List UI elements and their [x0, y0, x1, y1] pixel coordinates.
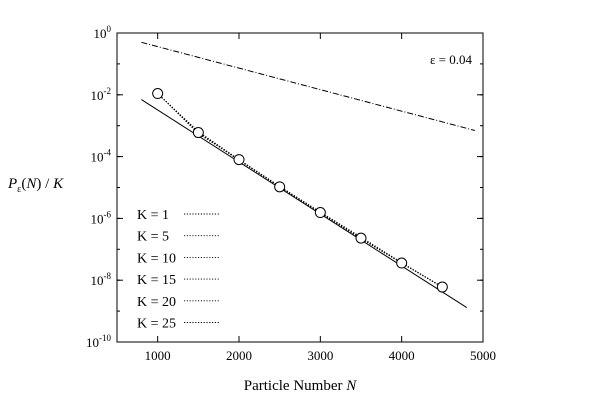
- legend-label: K = 10: [137, 251, 176, 266]
- x-axis-label: Particle Number N: [244, 378, 357, 394]
- y-tick-label: 100: [94, 24, 112, 41]
- data-point: [233, 154, 245, 166]
- x-tick-label: 3000: [307, 348, 333, 363]
- x-tick-label: 2000: [226, 348, 252, 363]
- reference-lines: [141, 41, 475, 309]
- y-tick-labels: 100 10-2 10-4 10-6 10-8 10-10: [86, 24, 112, 350]
- data-point: [192, 127, 204, 139]
- y-tick-label: 10-6: [91, 209, 112, 226]
- data-point: [152, 88, 164, 100]
- y-tick-label: 10-8: [91, 271, 112, 288]
- legend-label: K = 15: [137, 273, 176, 288]
- legend-label: K = 5: [137, 230, 169, 245]
- data-point: [314, 207, 326, 219]
- y-tick-label: 10-4: [91, 148, 112, 165]
- data-markers: [152, 88, 448, 293]
- y-axis-label: Pε(N) / K: [8, 176, 64, 195]
- y-tick-label: 10-10: [86, 333, 111, 350]
- legend: K = 1 K = 5 K = 10 K = 15 K = 20 K = 25: [137, 208, 219, 332]
- series-line: [157, 93, 443, 288]
- legend-label: K = 20: [137, 295, 176, 310]
- x-tick-label: 4000: [389, 348, 415, 363]
- x-tick-labels: 1000 2000 3000 4000 5000: [145, 348, 496, 363]
- data-point: [436, 281, 448, 293]
- series-line: [157, 93, 443, 288]
- x-tick-label: 1000: [145, 348, 171, 363]
- epsilon-annotation: ε = 0.04: [430, 52, 473, 67]
- legend-label: K = 1: [137, 208, 169, 223]
- fit-line: [141, 99, 468, 309]
- legend-label: K = 25: [137, 317, 176, 332]
- y-tick-label: 10-2: [91, 86, 112, 103]
- x-tick-label: 5000: [470, 348, 496, 363]
- tick-marks: [117, 32, 484, 343]
- data-point: [396, 257, 408, 269]
- data-point: [355, 232, 367, 244]
- dashdot-line: [141, 41, 475, 131]
- data-point: [274, 181, 286, 193]
- series-lines: [157, 93, 443, 288]
